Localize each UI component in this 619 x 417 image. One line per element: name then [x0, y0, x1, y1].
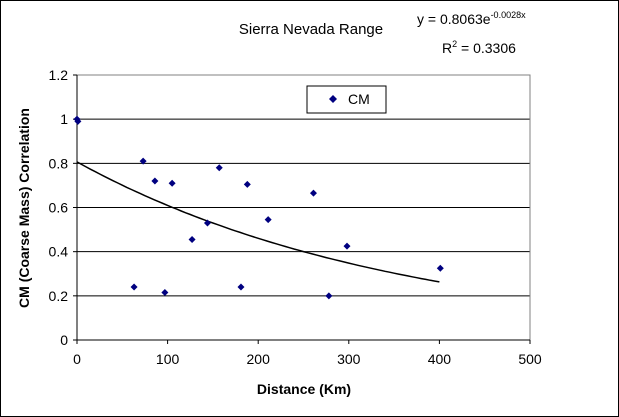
r-squared-prefix: R: [442, 40, 452, 56]
y-tick-label: 0.4: [49, 244, 69, 260]
trendline: [76, 161, 440, 283]
data-point: [203, 219, 211, 227]
axes: 0 0.2 0.4 0.6 0.8 1 1.2 0 100 200 300 400 500: [49, 67, 542, 367]
r-squared: R2 = 0.3306: [442, 39, 516, 56]
data-point: [243, 180, 251, 188]
trendline-equation-exponent: -0.0028x: [491, 10, 527, 20]
data-point: [309, 189, 317, 197]
data-point: [264, 216, 272, 224]
y-tick-label: 1: [60, 111, 68, 127]
data-point: [215, 164, 223, 172]
y-axis-title: CM (Coarse Mass) Correlation: [16, 108, 32, 308]
y-tick-label: 0.6: [49, 200, 69, 216]
data-point: [74, 117, 82, 125]
r-squared-exponent: 2: [452, 39, 457, 49]
chart-title: Sierra Nevada Range: [239, 21, 383, 38]
y-tick-label: 0.2: [49, 288, 69, 304]
y-tick-label: 0: [60, 332, 68, 348]
data-point: [139, 157, 147, 165]
data-point: [325, 292, 333, 300]
data-point: [130, 283, 138, 291]
legend-box: [306, 85, 387, 114]
data-point: [237, 283, 245, 291]
x-tick-label: 0: [73, 351, 81, 367]
data-points: [73, 115, 444, 300]
legend-marker-cm: [329, 95, 337, 103]
x-tick-label: 100: [156, 351, 180, 367]
data-point: [343, 242, 351, 250]
gridlines: [77, 74, 530, 297]
x-tick-label: 200: [247, 351, 271, 367]
legend: CM: [306, 85, 387, 114]
data-point: [168, 179, 176, 187]
data-point: [436, 264, 444, 272]
r-squared-value: = 0.3306: [457, 40, 516, 56]
legend-label-cm: CM: [348, 91, 370, 107]
y-tick-label: 1.2: [49, 67, 69, 83]
x-tick-label: 300: [337, 351, 361, 367]
x-tick-label: 500: [518, 351, 542, 367]
y-tick-label: 0.8: [49, 155, 69, 171]
trendline-curve: [76, 161, 440, 283]
trendline-equation: y = 0.8063e-0.0028x: [417, 10, 526, 27]
trendline-equation-prefix: y = 0.8063e: [417, 11, 491, 27]
data-point: [151, 177, 159, 185]
x-axis-title: Distance (Km): [257, 381, 351, 397]
x-tick-label: 400: [428, 351, 452, 367]
data-point: [161, 289, 169, 297]
data-point: [188, 236, 196, 244]
